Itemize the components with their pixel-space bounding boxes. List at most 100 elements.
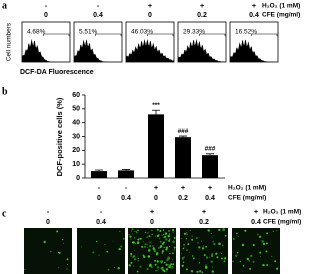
fluorescent-cell	[195, 237, 198, 240]
panel-label: b	[2, 86, 8, 97]
y-tick-label: 20	[72, 147, 80, 154]
figure: a Cell numbers DCF-DA Fluorescence b DCF…	[2, 0, 301, 274]
fluorescent-cell	[152, 245, 154, 247]
fluorescent-cell	[157, 253, 159, 255]
fluorescent-cell	[155, 270, 157, 272]
treatment-label: 0	[46, 219, 50, 226]
fluorescent-cell	[136, 270, 139, 273]
fluorescent-cell	[117, 267, 120, 270]
fluorescent-cell	[165, 238, 168, 241]
fluorescent-cell	[164, 232, 168, 235]
fluorescent-cell	[241, 243, 245, 247]
fluorescent-cell	[146, 267, 149, 271]
fluorescent-cell	[161, 235, 163, 237]
fluorescent-cell	[137, 260, 139, 262]
fluorescent-cell	[131, 230, 132, 232]
fluorescent-cell	[215, 252, 218, 255]
fluorescent-cell	[58, 267, 59, 269]
panel-label: a	[2, 0, 7, 11]
fluorescent-cell	[168, 233, 171, 235]
fluorescent-cell	[173, 246, 176, 249]
fluorescent-cell	[131, 228, 134, 231]
treatment-label: +	[252, 3, 256, 10]
fluorescent-cell	[156, 234, 160, 238]
treatment-label: -	[45, 3, 48, 10]
fluorescent-cell	[173, 237, 176, 239]
row-label: H₂O₂ (1 mM)	[263, 209, 301, 216]
fluorescent-cell	[132, 233, 134, 235]
fluorescent-cell	[133, 255, 136, 258]
error-bar	[95, 169, 103, 172]
fluorescent-cell	[185, 238, 188, 240]
treatment-label: +	[202, 209, 206, 216]
fluorescent-cell	[189, 229, 191, 231]
y-tick-label: 60	[72, 92, 80, 99]
gate	[199, 33, 226, 36]
fluorescent-cell	[184, 246, 186, 248]
fluorescent-cell	[193, 257, 195, 259]
fluorescent-cell	[262, 263, 265, 267]
bar	[91, 171, 107, 178]
gate	[147, 33, 174, 36]
fluorescent-cell	[189, 251, 190, 253]
fluorescent-cell	[66, 268, 68, 270]
fluorescent-cell	[136, 241, 140, 244]
row-label: H₂O₂ (1 mM)	[262, 3, 300, 10]
treatment-label: -	[98, 185, 101, 192]
fluorescent-cell	[205, 264, 207, 266]
fluorescent-cell	[152, 247, 155, 250]
fluorescent-cell	[154, 259, 157, 262]
fluorescent-cell	[232, 251, 234, 253]
fluorescent-cell	[165, 271, 167, 273]
fluorescent-cell	[242, 265, 245, 267]
fluorescent-cell	[131, 241, 134, 244]
fluorescent-cell	[211, 237, 213, 239]
fluorescent-cell	[186, 232, 188, 234]
fluorescent-cell	[172, 252, 174, 255]
fluorescent-cell	[198, 262, 201, 264]
y-tick-label: 40	[72, 120, 80, 127]
treatment-label: 0.2	[178, 195, 188, 202]
fluorescent-cell	[147, 255, 151, 258]
fluorescent-cell	[201, 240, 202, 242]
row-label: CFE (mg/ml)	[262, 12, 300, 19]
fluorescent-cell	[235, 254, 238, 257]
fluorescent-cell	[143, 255, 146, 259]
fluorescent-cell	[63, 243, 64, 245]
micrograph	[180, 228, 228, 274]
fluorescent-cell	[160, 245, 163, 248]
fluorescent-cell	[205, 245, 208, 248]
error-bar	[122, 169, 130, 171]
fluorescent-cell	[191, 235, 193, 237]
fluorescent-cell	[144, 231, 147, 234]
fluorescent-cell	[43, 240, 46, 244]
fluorescent-cell	[173, 249, 175, 251]
fluorescent-cell	[236, 232, 238, 235]
fluorescent-cell	[164, 261, 166, 264]
row-label: CFE (mg/ml)	[263, 219, 301, 226]
treatment-label: 0.4	[251, 219, 261, 226]
y-tick-label: 10	[72, 161, 80, 168]
fluorescent-cell	[133, 237, 136, 239]
fluorescent-cell	[130, 255, 132, 257]
fluorescent-cell	[183, 244, 185, 246]
fluorescent-cell	[139, 265, 142, 268]
gate	[251, 33, 278, 36]
treatment-label: 0	[97, 195, 101, 202]
fluorescent-cell	[172, 240, 175, 244]
fluorescent-cell	[130, 261, 133, 264]
fluorescent-cell	[156, 228, 159, 231]
fluorescent-cell	[182, 247, 185, 250]
panel-label: c	[2, 208, 7, 219]
fluorescent-cell	[98, 254, 100, 256]
y-tick-label: 30	[72, 133, 80, 140]
y-axis-label: DCF-positive cells (%)	[55, 97, 64, 176]
fluorescent-cell	[222, 244, 224, 247]
fluorescent-cell	[266, 264, 269, 266]
fluorescent-cell	[274, 260, 277, 263]
fluorescent-cell	[172, 231, 174, 233]
fluorescent-cell	[244, 229, 247, 232]
fluorescent-cell	[136, 231, 138, 233]
fluorescent-cell	[252, 260, 255, 263]
bar	[148, 114, 164, 178]
